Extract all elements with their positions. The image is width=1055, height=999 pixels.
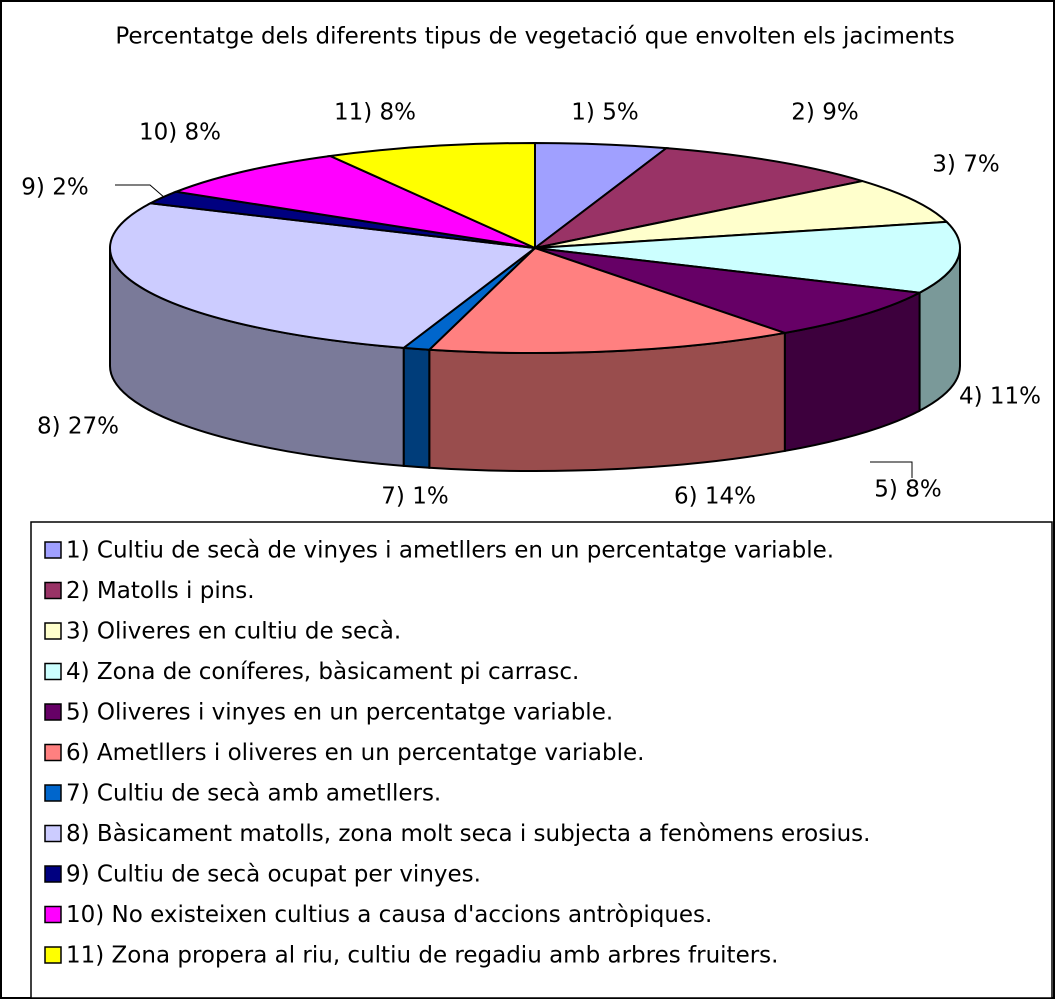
slice xyxy=(326,141,536,250)
legend-swatch xyxy=(44,946,62,964)
leader-line xyxy=(870,461,913,478)
slice xyxy=(426,246,786,354)
data-label: 1) 5% xyxy=(571,100,638,126)
legend-label: 10) No existeixen cultius a causa d'acci… xyxy=(66,902,712,928)
slice xyxy=(172,154,536,249)
legend-swatch xyxy=(44,743,62,762)
legend-label: 8) Bàsicament matolls, zona molt seca i … xyxy=(66,821,870,847)
slice-side xyxy=(428,331,786,472)
legend-label: 6) Ametllers i oliveres en un percentatg… xyxy=(66,740,644,766)
legend-label: 11) Zona propera al riu, cultiu de regad… xyxy=(66,943,778,969)
data-label: 10) 8% xyxy=(139,120,221,146)
legend-label: 2) Matolls i pins. xyxy=(66,578,255,604)
data-label: 4) 11% xyxy=(959,384,1041,410)
legend-swatch xyxy=(44,541,62,559)
slice xyxy=(109,202,538,349)
slice xyxy=(534,220,961,294)
data-label: 9) 2% xyxy=(21,175,88,201)
legend-label: 4) Zona de coníferes, bàsicament pi carr… xyxy=(66,659,579,685)
slice xyxy=(534,180,949,249)
legend-swatch xyxy=(44,784,62,802)
legend-label: 7) Cultiu de secà amb ametllers. xyxy=(66,781,441,807)
slice-side xyxy=(402,346,431,469)
legend-label: 9) Cultiu de secà ocupat per vinyes. xyxy=(66,862,481,888)
legend-swatch xyxy=(44,905,62,924)
slice xyxy=(534,247,923,334)
legend-swatch xyxy=(44,824,62,843)
data-label: 3) 7% xyxy=(932,152,999,178)
legend-label: 1) Cultiu de secà de vinyes i ametllers … xyxy=(66,538,834,564)
legend-swatch xyxy=(44,581,62,600)
legend-swatch xyxy=(44,622,62,640)
legend-label: 5) Oliveres i vinyes en un percentatge v… xyxy=(66,700,613,726)
data-label: 2) 9% xyxy=(791,100,858,126)
data-label: 11) 8% xyxy=(334,100,416,126)
data-label: 7) 1% xyxy=(381,484,448,510)
legend-box xyxy=(30,521,1053,999)
data-label: 8) 27% xyxy=(37,414,119,440)
legend-label: 3) Oliveres en cultiu de secà. xyxy=(66,619,401,645)
legend-swatch xyxy=(44,865,62,883)
chart-title: Percentatge dels diferents tipus de vege… xyxy=(115,24,954,50)
data-label: 6) 14% xyxy=(674,484,756,510)
leader-line xyxy=(115,184,166,199)
data-label: 5) 8% xyxy=(874,477,941,503)
legend-swatch xyxy=(44,662,62,681)
legend-swatch xyxy=(44,703,62,721)
slice xyxy=(534,147,863,249)
